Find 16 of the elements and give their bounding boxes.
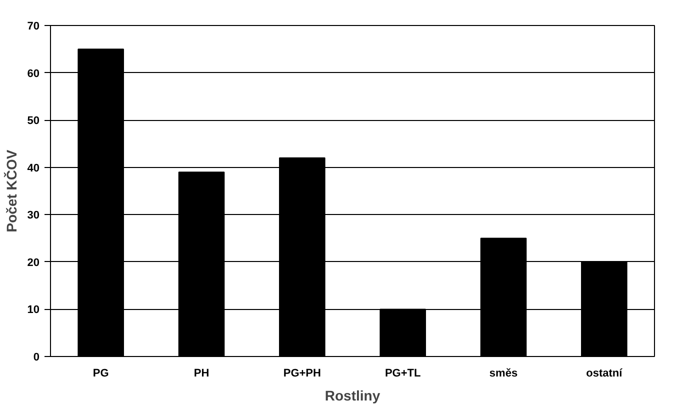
x-tick-label: směs — [489, 368, 518, 380]
y-tick-label: 30 — [27, 210, 40, 222]
x-tick-label: PG+PH — [283, 368, 322, 380]
x-tick-label: PG+TL — [384, 368, 421, 380]
y-tick-label: 50 — [27, 115, 40, 128]
y-tick-label: 60 — [27, 68, 40, 80]
x-tick-label: ostatní — [586, 368, 624, 380]
x-tick-label: PG — [92, 368, 109, 380]
x-axis-title: Rostliny — [324, 388, 380, 404]
x-tick-label: PH — [194, 368, 210, 380]
y-axis-title: Počet KČOV — [3, 149, 20, 232]
y-tick-label: 0 — [33, 352, 40, 364]
y-tick-label: 70 — [27, 20, 40, 32]
y-tick-label: 20 — [27, 256, 40, 269]
y-tick-label: 10 — [27, 304, 40, 316]
y-tick-label: 40 — [27, 162, 40, 174]
